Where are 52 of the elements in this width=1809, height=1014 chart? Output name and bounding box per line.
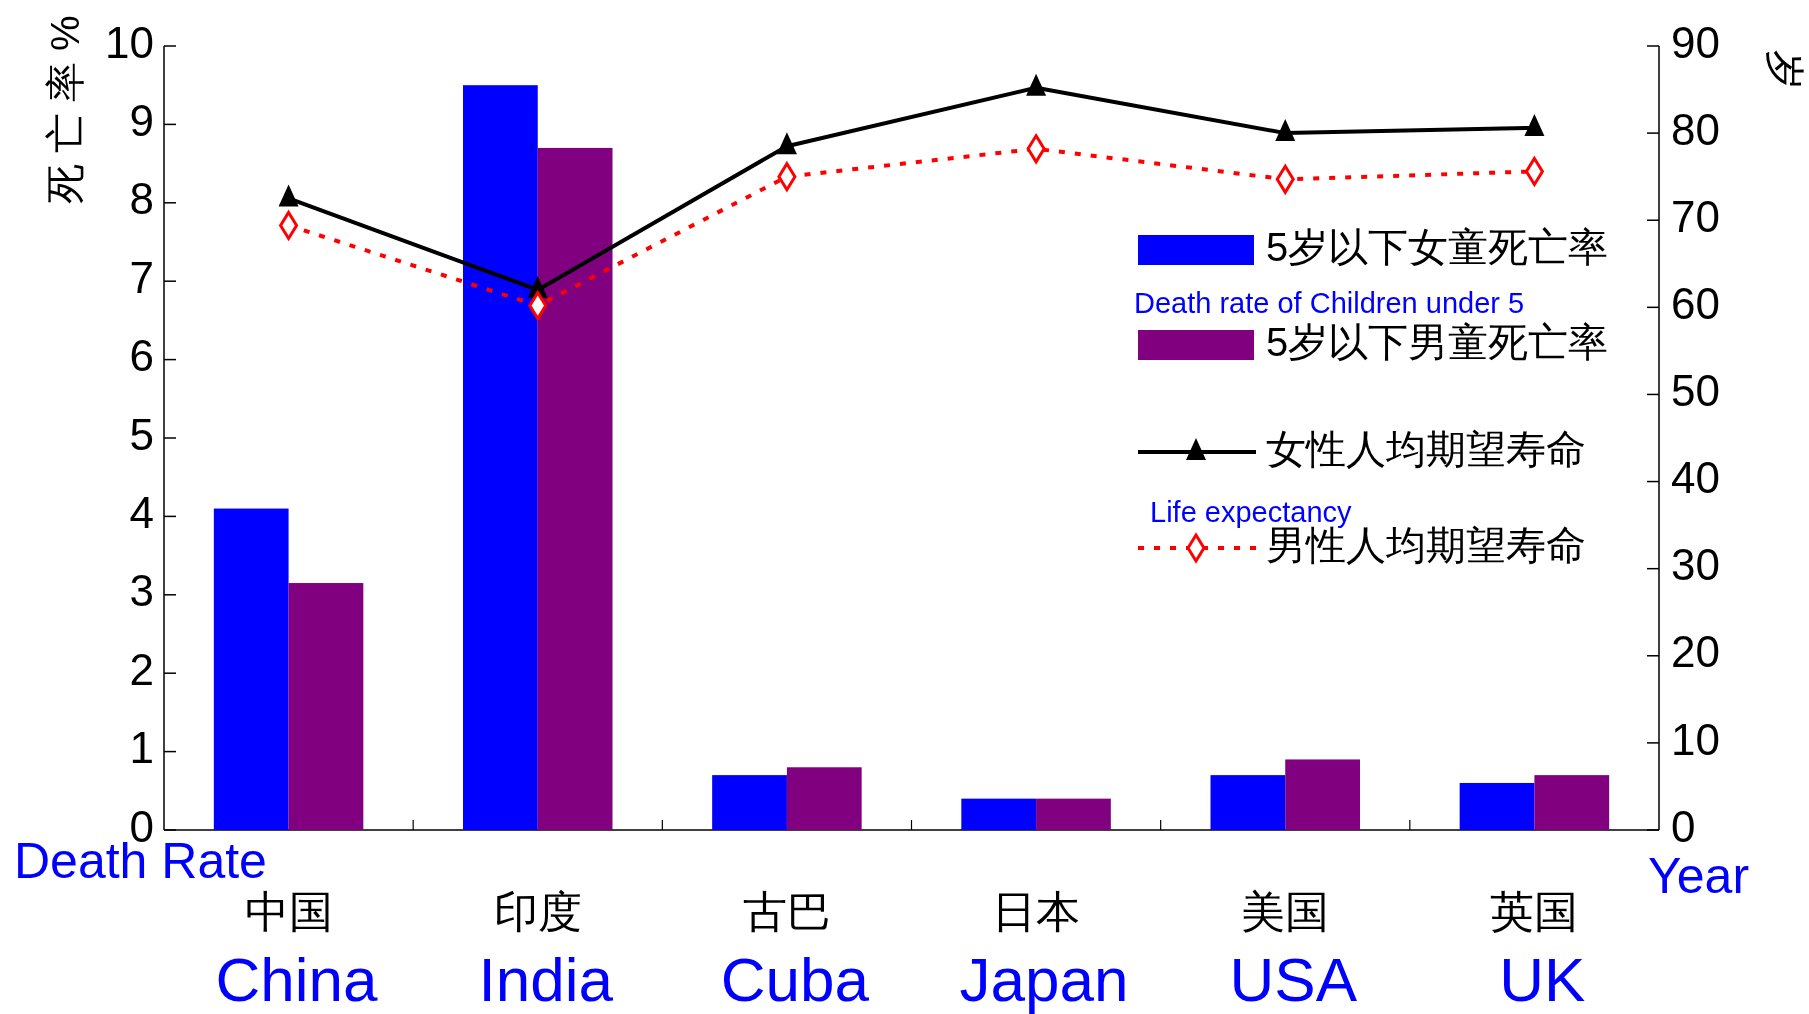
annotation: Death rate of Children under 5	[1134, 286, 1525, 319]
legend-label: 5岁以下男童死亡率	[1266, 319, 1609, 364]
bar	[213, 508, 289, 830]
bar	[1459, 782, 1535, 830]
y-tick-label: 7	[129, 252, 154, 302]
text: UK	[1499, 945, 1586, 1014]
bar	[537, 147, 613, 830]
bar	[288, 583, 364, 830]
bar	[1036, 798, 1111, 830]
annotation: Life expectancy	[1150, 495, 1353, 528]
legend-label: 5岁以下女童死亡率	[1266, 224, 1609, 269]
y-tick-label: 3	[129, 566, 154, 616]
y2-tick-label: 0	[1671, 801, 1696, 851]
y-tick-label: 9	[129, 96, 154, 146]
x-tick-label: 古巴	[742, 886, 831, 936]
text: China	[215, 945, 379, 1014]
y-tick-label: 4	[129, 488, 154, 538]
y2-tick-label: 80	[1671, 104, 1720, 154]
y2-tick-label: 60	[1671, 278, 1720, 328]
text: USA	[1229, 945, 1358, 1014]
y2-tick-label: 40	[1671, 453, 1720, 503]
bar	[712, 775, 787, 830]
y-axis-title: 死 亡 率 %	[42, 15, 87, 205]
x-tick-label: 日本	[992, 886, 1081, 936]
y-tick-label: 6	[129, 331, 154, 381]
y-tick-label: 1	[129, 723, 154, 773]
y2-tick-label: 90	[1671, 17, 1720, 67]
y2-tick-label: 20	[1671, 627, 1720, 677]
text: India	[478, 945, 614, 1014]
y2-tick-label: 70	[1671, 191, 1720, 241]
y2-tick-label: 50	[1671, 366, 1720, 416]
x-tick-label: 印度	[493, 886, 582, 936]
y2-axis-title: 岁	[1763, 50, 1808, 90]
y-tick-label: 5	[129, 409, 154, 459]
x-tick-label: 中国	[244, 886, 333, 936]
y2-tick-label: 10	[1671, 714, 1720, 764]
y-tick-label: 10	[105, 17, 154, 67]
bar	[1285, 759, 1360, 830]
legend-label: 女性人均期望寿命	[1266, 426, 1586, 471]
y-tick-label: 8	[129, 174, 154, 224]
text: Year	[1648, 848, 1750, 905]
x-tick-label: 英国	[1490, 886, 1579, 936]
y2-tick-label: 30	[1671, 540, 1720, 590]
bar	[786, 767, 862, 830]
bar	[961, 798, 1037, 830]
x-tick-label: 美国	[1241, 886, 1330, 936]
bar	[463, 85, 538, 830]
y-tick-label: 2	[129, 644, 154, 694]
bar	[1534, 775, 1610, 830]
text: Japan	[959, 945, 1129, 1014]
text: Cuba	[720, 945, 870, 1014]
bar	[1210, 775, 1286, 830]
